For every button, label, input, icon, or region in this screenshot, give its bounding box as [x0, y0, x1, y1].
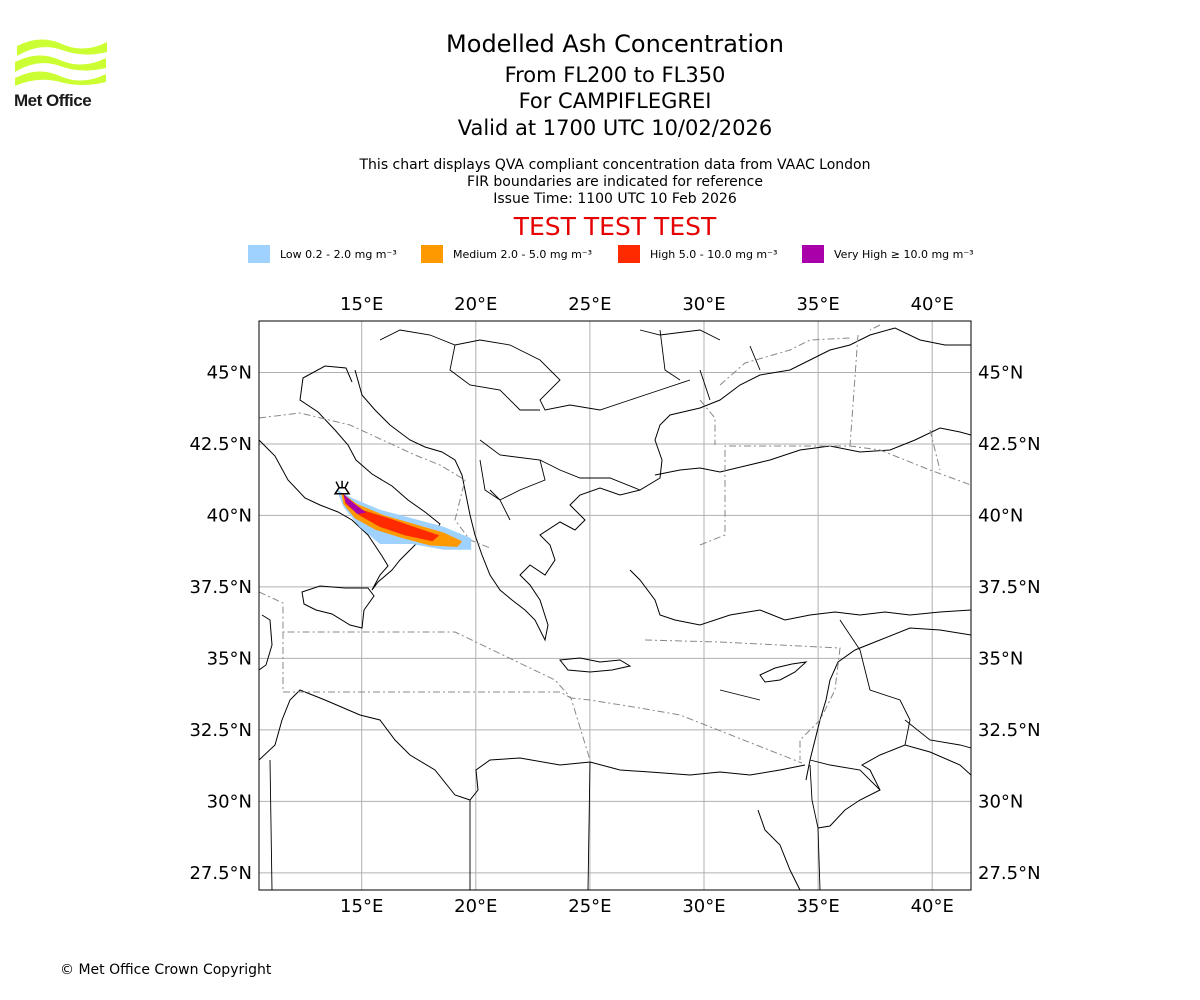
legend-label-high: High 5.0 - 10.0 mg m⁻³: [650, 247, 778, 261]
lat-tick-label-right: 40°N: [978, 505, 1023, 526]
lat-tick-label-right: 42.5°N: [978, 434, 1041, 455]
lat-tick-label-right: 35°N: [978, 648, 1023, 669]
logo-wave: [15, 55, 106, 72]
lat-tick-label-left: 27.5°N: [189, 863, 252, 884]
issue-time: Issue Time: 1100 UTC 10 Feb 2026: [493, 191, 737, 207]
chart-title: Modelled Ash Concentration: [446, 30, 784, 58]
logo-wave: [15, 71, 106, 86]
lat-tick-label-left: 37.5°N: [189, 577, 252, 598]
info-line-1: This chart displays QVA compliant concen…: [359, 157, 871, 173]
coastline-north-africa: [259, 689, 806, 801]
lon-tick-label-top: 20°E: [454, 294, 497, 315]
lat-tick-label-left: 32.5°N: [189, 720, 252, 741]
lat-tick-label-left: 40°N: [207, 505, 252, 526]
lon-tick-label-bottom: 15°E: [340, 896, 383, 917]
fir-boundary: [259, 412, 491, 549]
lat-tick-label-left: 30°N: [207, 791, 252, 812]
legend-label-very-high: Very High ≥ 10.0 mg m⁻³: [834, 247, 974, 261]
legend-item-medium: Medium 2.0 - 5.0 mg m⁻³: [421, 244, 592, 264]
logo-wave: [17, 39, 107, 56]
lon-tick-label-top: 30°E: [682, 294, 725, 315]
fir-boundary: [719, 324, 941, 471]
legend-swatch-low: [248, 245, 270, 263]
lat-tick-label-right: 30°N: [978, 791, 1023, 812]
coastline-sicily: [301, 585, 375, 629]
lon-tick-label-top: 40°E: [911, 294, 954, 315]
legend-label-medium: Medium 2.0 - 5.0 mg m⁻³: [453, 247, 593, 261]
graticule: [259, 321, 971, 890]
ash-plume: [336, 489, 472, 550]
lat-tick-label-right: 45°N: [978, 362, 1023, 383]
lon-tick-label-bottom: 25°E: [568, 896, 611, 917]
lat-tick-label-right: 32.5°N: [978, 720, 1041, 741]
logo-text: Met Office: [14, 91, 92, 110]
lat-tick-label-left: 45°N: [207, 362, 252, 383]
info-line-2: FIR boundaries are indicated for referen…: [467, 174, 763, 190]
legend-swatch-medium: [421, 245, 443, 263]
lat-tick-label-left: 42.5°N: [189, 434, 252, 455]
volcano-icon: [333, 480, 351, 495]
ash-plume-high: [343, 495, 440, 542]
coastline-levant: [805, 627, 971, 781]
lon-tick-label-bottom: 35°E: [796, 896, 839, 917]
valid-time: Valid at 1700 UTC 10/02/2026: [457, 116, 773, 140]
lon-tick-label-bottom: 30°E: [682, 896, 725, 917]
ash-plume-very-high: [343, 494, 367, 514]
fir-boundary: [699, 399, 716, 445]
flight-level-range: From FL200 to FL350: [504, 63, 726, 87]
lon-tick-label-top: 15°E: [340, 294, 383, 315]
coastlines: [259, 327, 971, 890]
legend-item-high: High 5.0 - 10.0 mg m⁻³: [618, 244, 777, 264]
met-office-logo-icon: [15, 39, 107, 86]
lat-tick-label-right: 27.5°N: [978, 863, 1041, 884]
volcano-name: For CAMPIFLEGREI: [518, 89, 712, 113]
lat-tick-label-left: 35°N: [207, 648, 252, 669]
fir-boundaries: [259, 324, 971, 764]
lon-tick-label-bottom: 40°E: [911, 896, 954, 917]
lon-tick-label-top: 35°E: [796, 294, 839, 315]
border-line: [269, 329, 971, 890]
fir-boundary: [259, 591, 803, 764]
legend-swatch-very-high: [802, 245, 824, 263]
legend-item-very-high: Very High ≥ 10.0 mg m⁻³: [802, 244, 974, 264]
legend-item-low: Low 0.2 - 2.0 mg m⁻³: [248, 244, 397, 264]
fir-boundary: [282, 632, 591, 761]
legend-label-low: Low 0.2 - 2.0 mg m⁻³: [280, 247, 397, 261]
coastline-italy: [259, 365, 441, 591]
coastline-red-sea: [757, 744, 971, 890]
lon-tick-label-bottom: 20°E: [454, 896, 497, 917]
fir-boundary: [699, 445, 971, 546]
map-frame: [258, 320, 972, 891]
fir-boundary: [644, 639, 841, 760]
axis-labels: 15°E 15°E 20°E 20°E 25°E 25°E 30°E 30°E 35°E 35°E…: [189, 294, 1040, 917]
coastline-turkey-north: [654, 427, 971, 476]
coastline-balkans: [354, 327, 971, 642]
coastline-crete: [559, 657, 632, 673]
copyright: © Met Office Crown Copyright: [60, 962, 272, 978]
test-banner: TEST TEST TEST: [513, 212, 717, 241]
lat-tick-label-right: 37.5°N: [978, 577, 1041, 598]
coastline-cyprus: [759, 661, 808, 683]
legend-swatch-high: [618, 245, 640, 263]
coastline-sardinia: [259, 614, 273, 671]
lon-tick-label-top: 25°E: [568, 294, 611, 315]
coastline-turkey-south: [629, 569, 971, 626]
